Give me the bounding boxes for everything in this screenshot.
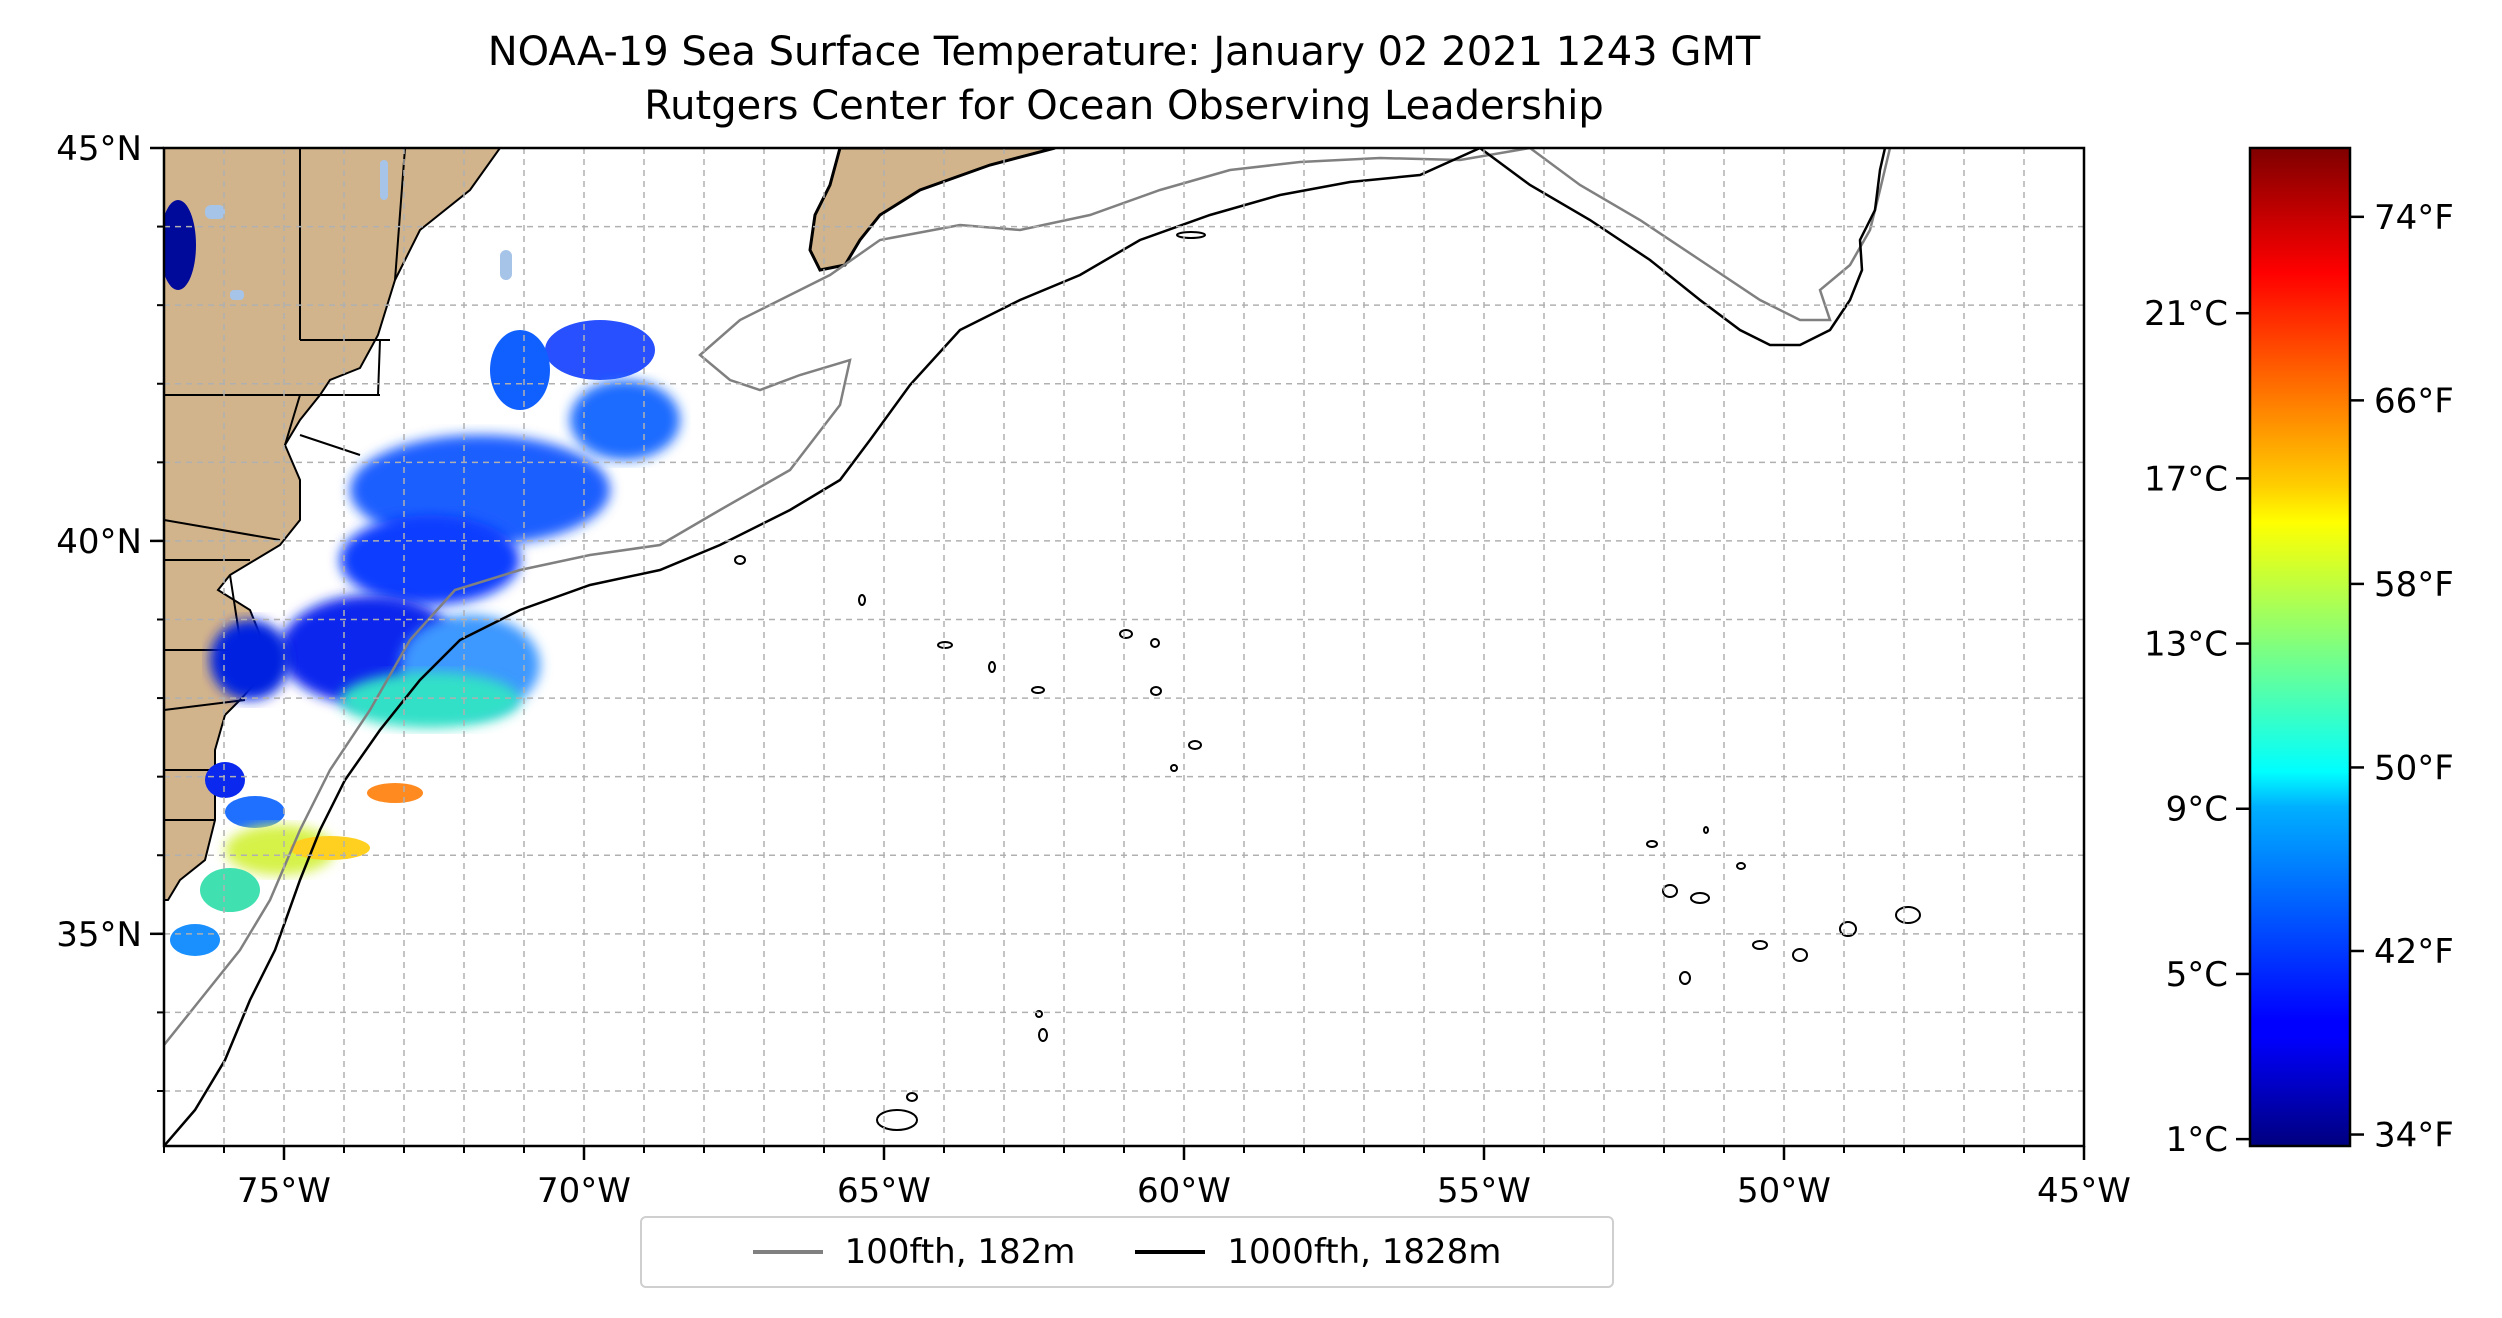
legend-label-100fth: 100fth, 182m xyxy=(844,1232,1076,1272)
tick-label-lat: 40°N xyxy=(56,522,142,562)
colorbar-label-f: 58°F xyxy=(2374,565,2454,605)
legend-item-1000fth: 1000fth, 1828m xyxy=(1135,1232,1501,1272)
isobath-100fth xyxy=(164,148,1531,1046)
colorbar-label-c: 17°C xyxy=(2144,459,2228,499)
isobath-1000fth-east xyxy=(1479,148,1887,347)
isobath-100fth-east xyxy=(1529,148,1892,322)
colorbar-ticks: 34°F 42°F 50°F 58°F 66°F 74°F 1°C 5°C 9°C 13°C 17°… xyxy=(2144,198,2454,1160)
tick-label-lon: 50°W xyxy=(1737,1171,1831,1211)
tick-label-lon: 65°W xyxy=(837,1171,931,1211)
colorbar-label-c: 5°C xyxy=(2166,955,2228,995)
tick-label-lat: 45°N xyxy=(56,129,142,169)
colorbar-label-c: 13°C xyxy=(2144,625,2228,665)
colorbar-label-f: 50°F xyxy=(2374,748,2454,788)
tick-label-lat: 35°N xyxy=(56,915,142,955)
seamounts xyxy=(734,231,1921,1131)
tick-label-lon: 45°W xyxy=(2037,1171,2131,1211)
legend: 100fth, 182m 1000fth, 1828m xyxy=(640,1216,1614,1288)
colorbar-label-c: 1°C xyxy=(2166,1120,2228,1160)
legend-swatch-100fth xyxy=(752,1250,823,1254)
legend-label-1000fth: 1000fth, 1828m xyxy=(1227,1232,1502,1272)
colorbar-label-f: 42°F xyxy=(2374,932,2454,972)
tick-label-lon: 55°W xyxy=(1437,1171,1531,1211)
map-frame xyxy=(162,146,2086,1148)
colorbar xyxy=(2248,146,2352,1148)
map-ticks: 75°W 70°W 65°W 60°W 55°W 50°W 45°W 45°N 40°N 35°N xyxy=(56,129,2131,1211)
chart-subtitle: Rutgers Center for Ocean Observing Leade… xyxy=(644,83,1604,129)
colorbar-label-c: 9°C xyxy=(2166,790,2228,830)
sst-data xyxy=(164,200,680,956)
state-borders xyxy=(164,148,406,821)
chart-title: NOAA-19 Sea Surface Temperature: January… xyxy=(487,29,1761,75)
land-area xyxy=(164,148,502,901)
colorbar-label-f: 74°F xyxy=(2374,198,2454,238)
colorbar-label-f: 66°F xyxy=(2374,381,2454,421)
isobath-1000fth xyxy=(164,148,1481,1146)
legend-swatch-1000fth xyxy=(1135,1250,1206,1254)
colorbar-label-f: 34°F xyxy=(2374,1116,2454,1156)
maritime-land xyxy=(808,148,1056,272)
tick-label-lon: 70°W xyxy=(537,1171,631,1211)
legend-item-100fth: 100fth, 182m xyxy=(752,1232,1076,1272)
lakes xyxy=(205,160,512,300)
colorbar-label-c: 21°C xyxy=(2144,294,2228,334)
tick-label-lon: 75°W xyxy=(237,1171,331,1211)
tick-label-lon: 60°W xyxy=(1137,1171,1231,1211)
